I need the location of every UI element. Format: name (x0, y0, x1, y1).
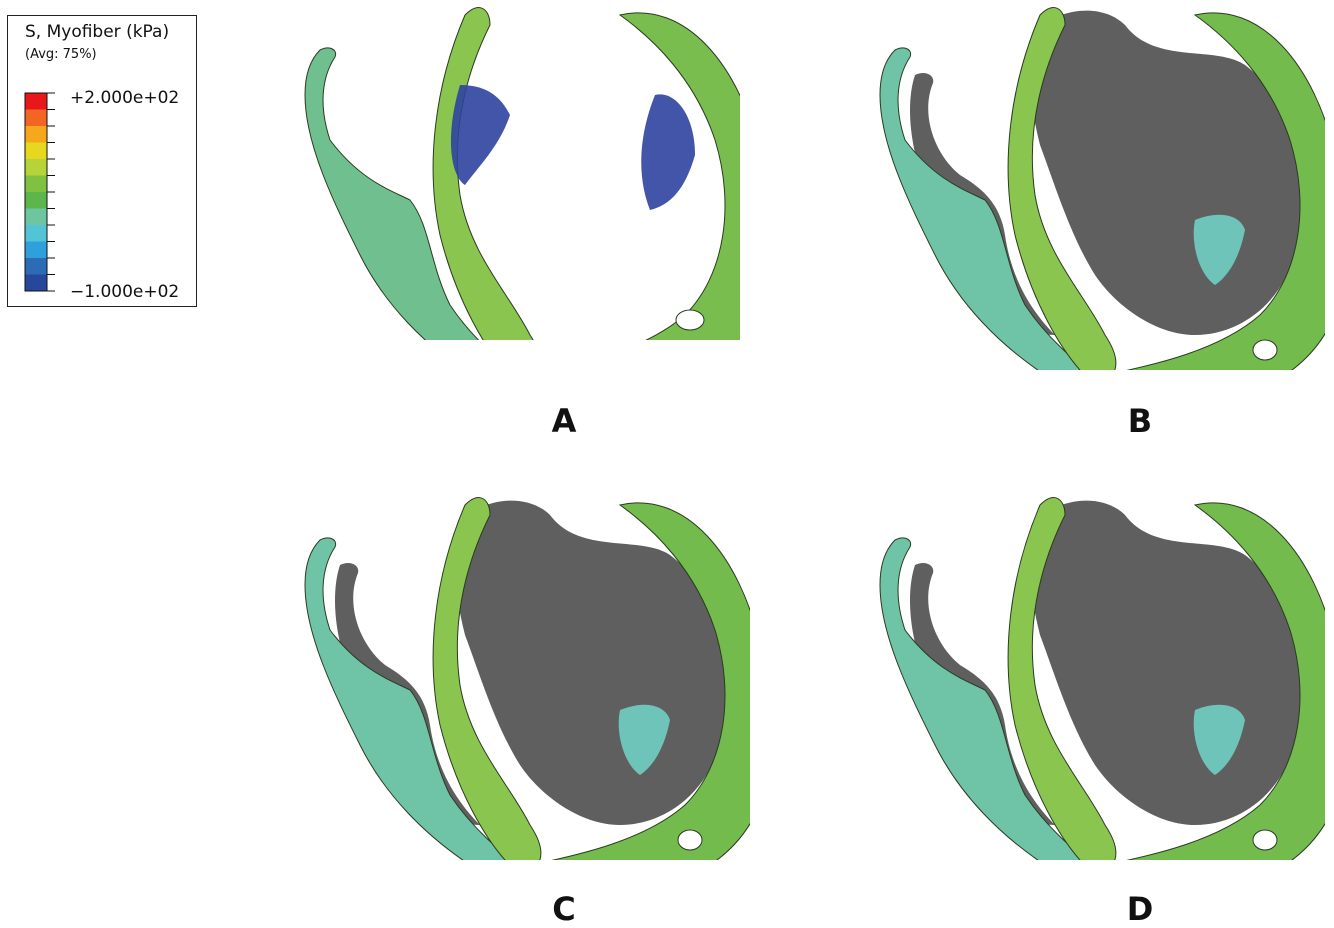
panel-a-heart (304, 7, 740, 340)
legend-swatch (25, 93, 47, 110)
panel-a-label: A (551, 402, 577, 440)
legend-swatch (25, 274, 47, 291)
legend-swatch (25, 159, 47, 176)
legend-swatch (25, 142, 47, 159)
legend-min-label: −1.000e+02 (70, 282, 180, 302)
legend-title: S, Myofiber (kPa) (25, 22, 170, 42)
legend-swatch (25, 225, 47, 242)
legend-swatch (25, 126, 47, 143)
legend-colorbar (24, 92, 55, 292)
panel-b-heart (879, 7, 1325, 370)
legend-swatch (25, 192, 47, 209)
legend-colorbar-border (24, 92, 48, 292)
legend-swatch (25, 208, 47, 225)
legend-subtitle: (Avg: 75%) (25, 47, 97, 62)
panel-b-label: B (1127, 402, 1153, 440)
legend-swatch (25, 241, 47, 258)
legend-max-label: +2.000e+02 (70, 88, 180, 108)
panel-c-label: C (552, 890, 576, 928)
legend-swatch (25, 175, 47, 192)
panel-d-heart (879, 497, 1325, 860)
color-legend: S, Myofiber (kPa) (Avg: 75%) +2.000e+02 … (7, 15, 197, 307)
legend-swatch (25, 258, 47, 275)
legend-swatch (25, 109, 47, 126)
panel-d-label: D (1126, 890, 1154, 928)
panel-c-heart (304, 497, 750, 860)
